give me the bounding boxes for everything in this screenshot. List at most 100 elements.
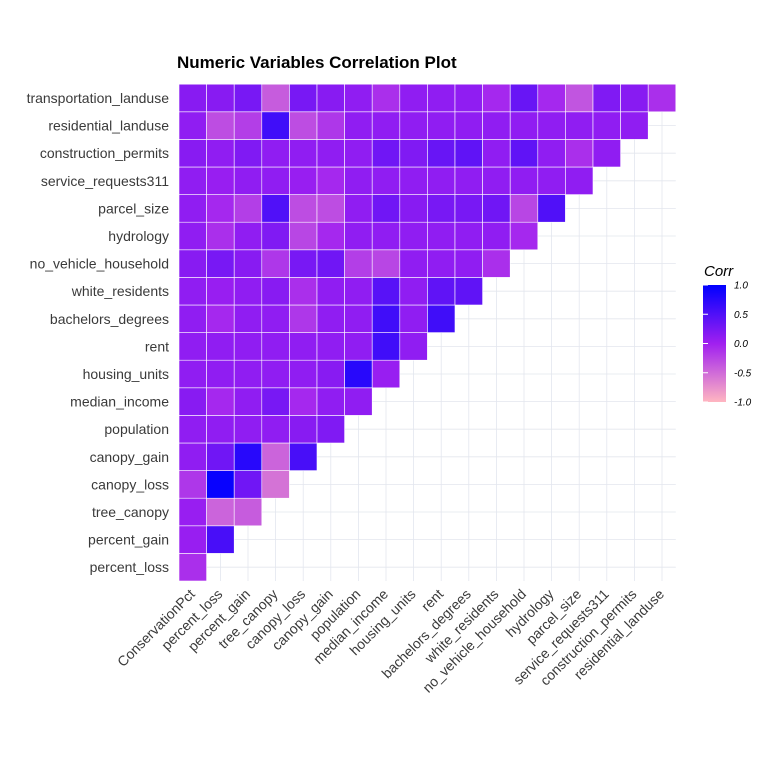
heatmap-cell xyxy=(178,139,207,168)
legend-tick-label: -0.5 xyxy=(734,368,752,379)
heatmap-cell xyxy=(509,221,539,251)
heatmap-cell xyxy=(289,249,318,278)
heatmap-cell xyxy=(399,332,428,361)
heatmap-cell xyxy=(316,139,345,168)
heatmap-cell xyxy=(206,415,235,444)
heatmap-cell xyxy=(482,249,511,278)
heatmap-cell xyxy=(233,221,263,251)
heatmap-cell xyxy=(316,332,345,361)
y-axis-label: canopy_loss xyxy=(91,476,169,492)
heatmap-cell xyxy=(178,277,207,306)
heatmap-cell xyxy=(206,221,235,251)
heatmap-cell xyxy=(399,304,428,333)
legend: Corr 1.0 0.5 0.0 -0.5 -1.0 xyxy=(703,263,752,409)
heatmap-cell xyxy=(206,249,235,278)
heatmap-cell xyxy=(261,387,290,416)
heatmap-cell xyxy=(371,221,401,251)
heatmap-cell xyxy=(454,166,483,195)
y-axis-label: percent_loss xyxy=(90,559,169,575)
heatmap-cell xyxy=(427,194,456,223)
heatmap-cell xyxy=(371,166,401,195)
heatmap-cell xyxy=(399,111,428,140)
heatmap-cell xyxy=(233,442,263,471)
heatmap-cell xyxy=(399,194,428,223)
heatmap-cell xyxy=(178,359,207,389)
heatmap-cell xyxy=(482,139,511,168)
heatmap-cell xyxy=(344,83,373,113)
heatmap-cell xyxy=(178,332,207,361)
heatmap-cell xyxy=(233,111,263,140)
heatmap-cell xyxy=(427,304,456,333)
heatmap-cell xyxy=(344,332,373,361)
heatmap-cell xyxy=(289,387,318,416)
heatmap-cell xyxy=(178,470,207,499)
heatmap-cell xyxy=(261,194,290,223)
heatmap-cell xyxy=(537,166,566,195)
heatmap-cell xyxy=(454,277,483,306)
y-axis-label: service_requests311 xyxy=(41,173,169,189)
heatmap-cell xyxy=(233,359,263,389)
heatmap-cell xyxy=(371,277,401,306)
heatmap-cell xyxy=(233,332,263,361)
x-axis-labels: ConservationPctpercent_losspercent_gaint… xyxy=(114,586,667,696)
heatmap-cell xyxy=(454,139,483,168)
heatmap-cell xyxy=(344,304,373,333)
y-axis-label: population xyxy=(104,421,169,437)
legend-tick-label: 0.5 xyxy=(734,310,748,321)
heatmap-cell xyxy=(344,194,373,223)
y-axis-label: residential_landuse xyxy=(48,118,169,134)
heatmap-cell xyxy=(289,111,318,140)
heatmap-cell xyxy=(289,304,318,333)
heatmap-cell xyxy=(289,359,318,389)
y-axis-label: tree_canopy xyxy=(92,504,169,520)
heatmap-cell xyxy=(509,139,539,168)
heatmap-cell xyxy=(261,359,290,389)
heatmap-cell xyxy=(206,442,235,471)
heatmap-cell xyxy=(206,387,235,416)
heatmap-cell xyxy=(233,139,263,168)
heatmap-cell xyxy=(537,83,566,113)
heatmap-cell xyxy=(371,83,401,113)
heatmap-cell xyxy=(537,111,566,140)
heatmap-cell xyxy=(178,194,207,223)
heatmap-cell xyxy=(289,415,318,444)
heatmap-cell xyxy=(178,249,207,278)
heatmap-cell xyxy=(261,221,290,251)
heatmap-cell xyxy=(206,277,235,306)
heatmap-cell xyxy=(289,139,318,168)
heatmap-cell xyxy=(206,525,235,554)
heatmap-cell xyxy=(178,553,207,582)
heatmap-cell xyxy=(178,387,207,416)
heatmap-cell xyxy=(316,166,345,195)
legend-tick-label: 0.0 xyxy=(734,339,748,350)
heatmap-cell xyxy=(399,83,428,113)
heatmap-cell xyxy=(371,194,401,223)
heatmap-cell xyxy=(427,139,456,168)
y-axis-label: rent xyxy=(145,338,169,354)
heatmap-cell xyxy=(482,83,511,113)
heatmap-cell xyxy=(233,83,263,113)
heatmap-cell xyxy=(454,83,483,113)
y-axis-labels: percent_loss percent_gain tree_canopy canop… xyxy=(27,90,170,575)
heatmap-cell xyxy=(344,387,373,416)
heatmap-cell xyxy=(344,277,373,306)
heatmap-cell xyxy=(565,83,594,113)
heatmap-cell xyxy=(316,83,345,113)
heatmap-cell xyxy=(316,111,345,140)
heatmap-cell xyxy=(592,111,621,140)
heatmap-cell xyxy=(509,83,539,113)
y-axis-label: bachelors_degrees xyxy=(50,311,169,327)
heatmap-cell xyxy=(178,304,207,333)
heatmap-cell xyxy=(344,249,373,278)
heatmap-cell xyxy=(261,415,290,444)
heatmap-cell xyxy=(592,139,621,168)
heatmap-cell xyxy=(482,221,511,251)
heatmap-cell xyxy=(399,277,428,306)
heatmap-cell xyxy=(206,166,235,195)
heatmap-cell xyxy=(454,194,483,223)
heatmap-cell xyxy=(289,194,318,223)
heatmap-cell xyxy=(261,166,290,195)
heatmap-cell xyxy=(454,221,483,251)
y-axis-label: construction_permits xyxy=(40,145,169,161)
heatmap-cell xyxy=(206,111,235,140)
